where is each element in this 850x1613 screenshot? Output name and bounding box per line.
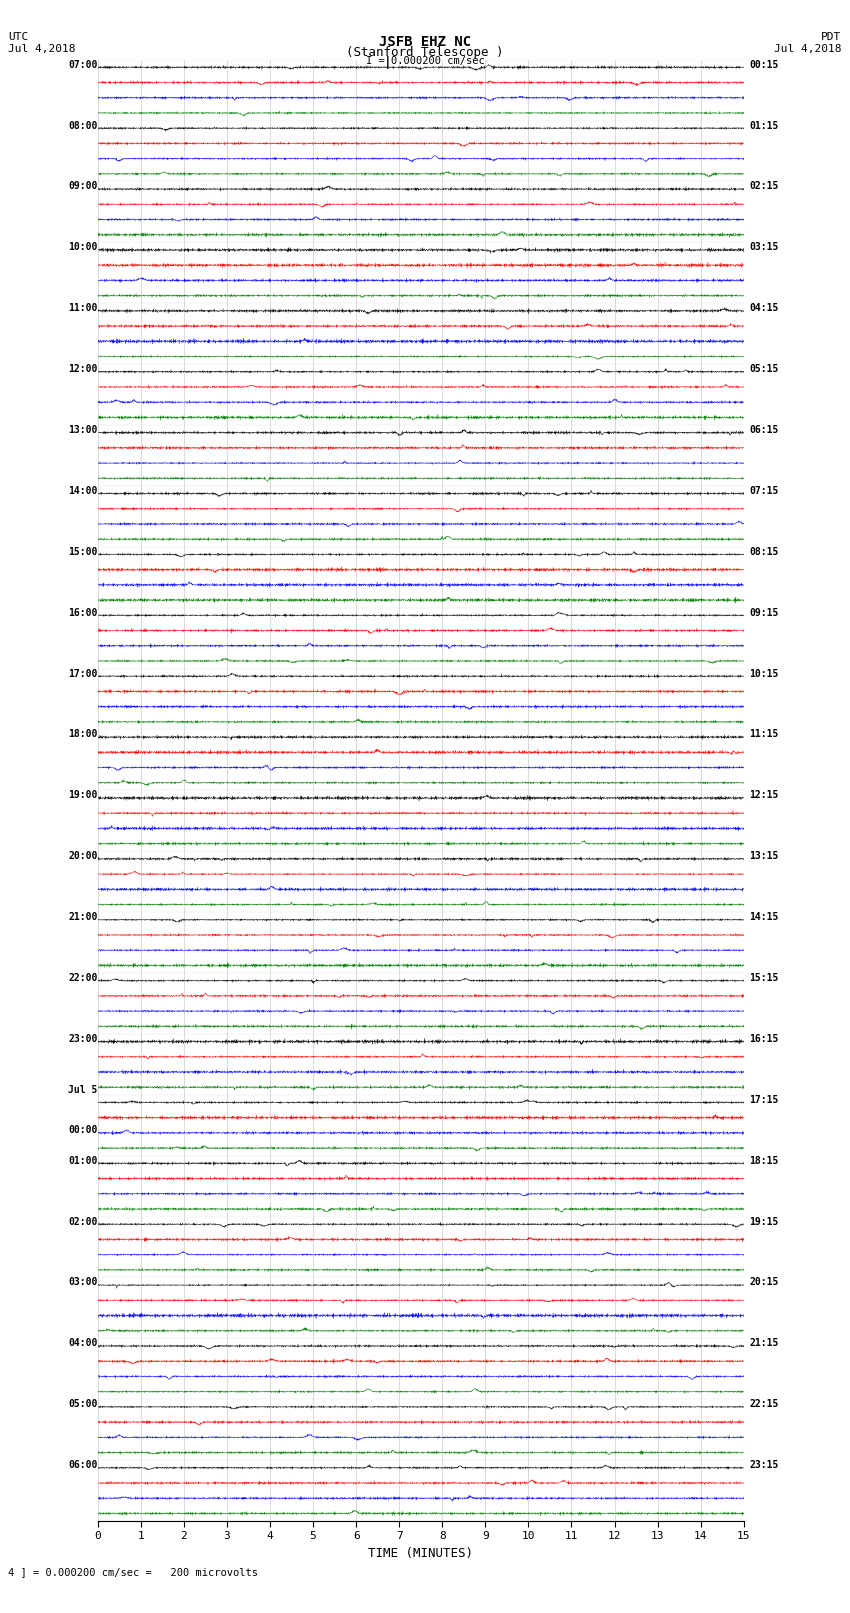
Text: 00:00: 00:00 xyxy=(68,1126,98,1136)
Text: UTC: UTC xyxy=(8,32,29,42)
Text: 4 ] = 0.000200 cm/sec =   200 microvolts: 4 ] = 0.000200 cm/sec = 200 microvolts xyxy=(8,1568,258,1578)
Text: 15:00: 15:00 xyxy=(68,547,98,556)
Text: 05:15: 05:15 xyxy=(749,365,779,374)
Text: 22:15: 22:15 xyxy=(749,1398,779,1410)
Text: 09:15: 09:15 xyxy=(749,608,779,618)
Text: Jul 5: Jul 5 xyxy=(68,1086,98,1095)
Text: 05:00: 05:00 xyxy=(68,1398,98,1410)
Text: 17:00: 17:00 xyxy=(68,668,98,679)
Text: (Stanford Telescope ): (Stanford Telescope ) xyxy=(346,45,504,60)
Text: 18:15: 18:15 xyxy=(749,1155,779,1166)
Text: 07:15: 07:15 xyxy=(749,486,779,495)
Text: 20:15: 20:15 xyxy=(749,1277,779,1287)
Text: 10:15: 10:15 xyxy=(749,668,779,679)
Text: 22:00: 22:00 xyxy=(68,973,98,982)
Text: 07:00: 07:00 xyxy=(68,60,98,69)
Text: 19:00: 19:00 xyxy=(68,790,98,800)
Text: 06:00: 06:00 xyxy=(68,1460,98,1469)
Text: 09:00: 09:00 xyxy=(68,182,98,192)
Text: 01:00: 01:00 xyxy=(68,1155,98,1166)
Text: 12:00: 12:00 xyxy=(68,365,98,374)
Text: 04:15: 04:15 xyxy=(749,303,779,313)
Text: 06:15: 06:15 xyxy=(749,426,779,436)
Text: 08:15: 08:15 xyxy=(749,547,779,556)
Text: 00:15: 00:15 xyxy=(749,60,779,69)
Text: 20:00: 20:00 xyxy=(68,852,98,861)
Text: 16:15: 16:15 xyxy=(749,1034,779,1044)
Text: 11:00: 11:00 xyxy=(68,303,98,313)
Text: 03:00: 03:00 xyxy=(68,1277,98,1287)
Text: 23:15: 23:15 xyxy=(749,1460,779,1469)
Text: 11:15: 11:15 xyxy=(749,729,779,739)
Text: 21:00: 21:00 xyxy=(68,913,98,923)
Text: 10:00: 10:00 xyxy=(68,242,98,252)
Text: I = 0.000200 cm/sec: I = 0.000200 cm/sec xyxy=(366,56,484,66)
Text: 23:00: 23:00 xyxy=(68,1034,98,1044)
Text: 14:00: 14:00 xyxy=(68,486,98,495)
Text: 13:00: 13:00 xyxy=(68,426,98,436)
Text: 02:15: 02:15 xyxy=(749,182,779,192)
Text: 15:15: 15:15 xyxy=(749,973,779,982)
Text: 13:15: 13:15 xyxy=(749,852,779,861)
Text: Jul 4,2018: Jul 4,2018 xyxy=(774,44,842,53)
Text: 12:15: 12:15 xyxy=(749,790,779,800)
Text: JSFB EHZ NC: JSFB EHZ NC xyxy=(379,35,471,48)
Text: 02:00: 02:00 xyxy=(68,1216,98,1226)
Text: 16:00: 16:00 xyxy=(68,608,98,618)
Text: 21:15: 21:15 xyxy=(749,1339,779,1348)
Text: 01:15: 01:15 xyxy=(749,121,779,131)
Text: 04:00: 04:00 xyxy=(68,1339,98,1348)
Text: 08:00: 08:00 xyxy=(68,121,98,131)
Text: 03:15: 03:15 xyxy=(749,242,779,252)
Text: Jul 4,2018: Jul 4,2018 xyxy=(8,44,76,53)
Text: 17:15: 17:15 xyxy=(749,1095,779,1105)
Text: |: | xyxy=(384,56,392,69)
Text: 18:00: 18:00 xyxy=(68,729,98,739)
Text: 19:15: 19:15 xyxy=(749,1216,779,1226)
Text: 14:15: 14:15 xyxy=(749,913,779,923)
Text: PDT: PDT xyxy=(821,32,842,42)
X-axis label: TIME (MINUTES): TIME (MINUTES) xyxy=(368,1547,473,1560)
